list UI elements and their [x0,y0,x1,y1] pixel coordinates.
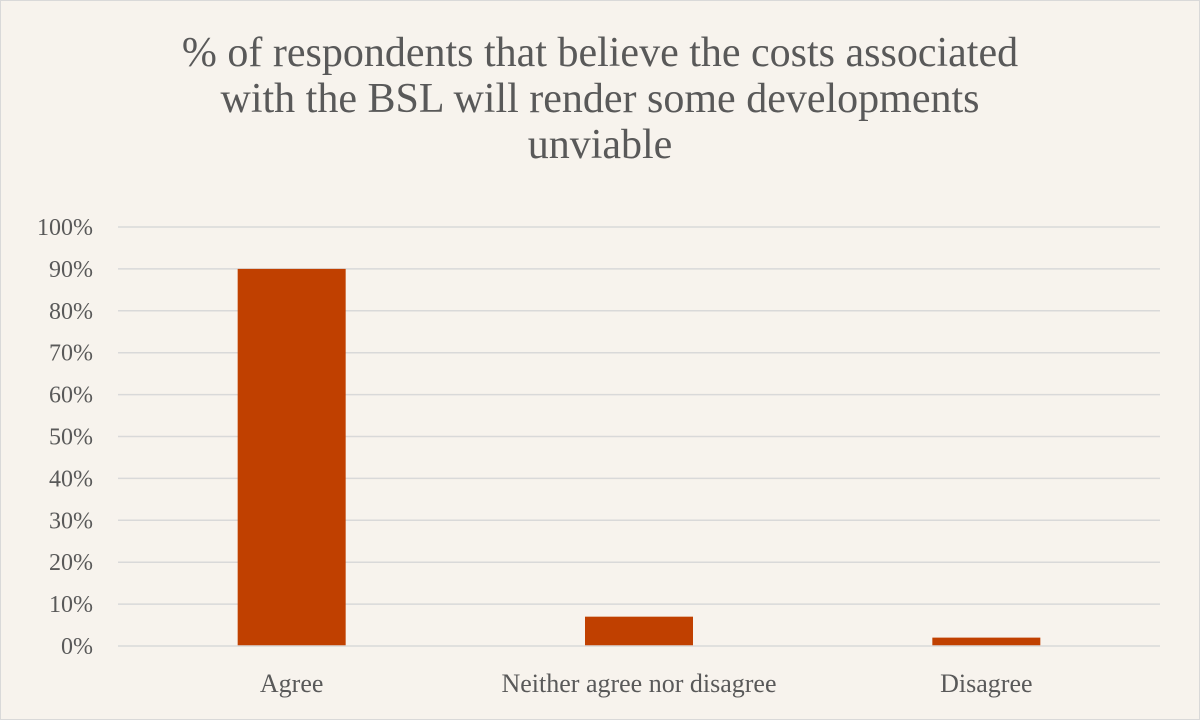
y-tick-label: 100% [37,215,93,241]
y-tick-label: 90% [49,257,93,283]
y-tick-label: 0% [61,634,93,660]
y-axis-tick-labels: 0% 10% 20% 30% 40% 50% 60% 70% 80% 90% 100% [37,215,93,660]
y-tick-label: 80% [49,299,93,325]
y-tick-label: 70% [49,341,93,367]
y-tick-label: 60% [49,383,93,409]
x-category-label: Disagree [940,669,1032,698]
y-tick-label: 30% [49,508,93,534]
bar-neither-agree-nor-disagree [585,616,693,646]
bar-disagree [932,637,1041,646]
y-tick-label: 50% [49,425,93,451]
x-category-label: Agree [260,669,324,698]
x-category-label: Neither agree nor disagree [501,669,776,698]
chart-title: % of respondents that believe the costs … [100,30,1100,168]
y-tick-label: 10% [49,592,93,618]
y-tick-label: 20% [49,550,93,576]
chart-title-line-1: % of respondents that believe the costs … [181,30,1019,76]
y-tick-label: 40% [49,466,93,492]
x-axis-category-labels: Agree Neither agree nor disagree Disagree [260,669,1033,698]
bar-agree [237,268,346,646]
chart-title-line-2: with the BSL will render some developmen… [220,76,980,122]
bars [237,268,1041,646]
chart-title-line-3: unviable [527,122,673,168]
